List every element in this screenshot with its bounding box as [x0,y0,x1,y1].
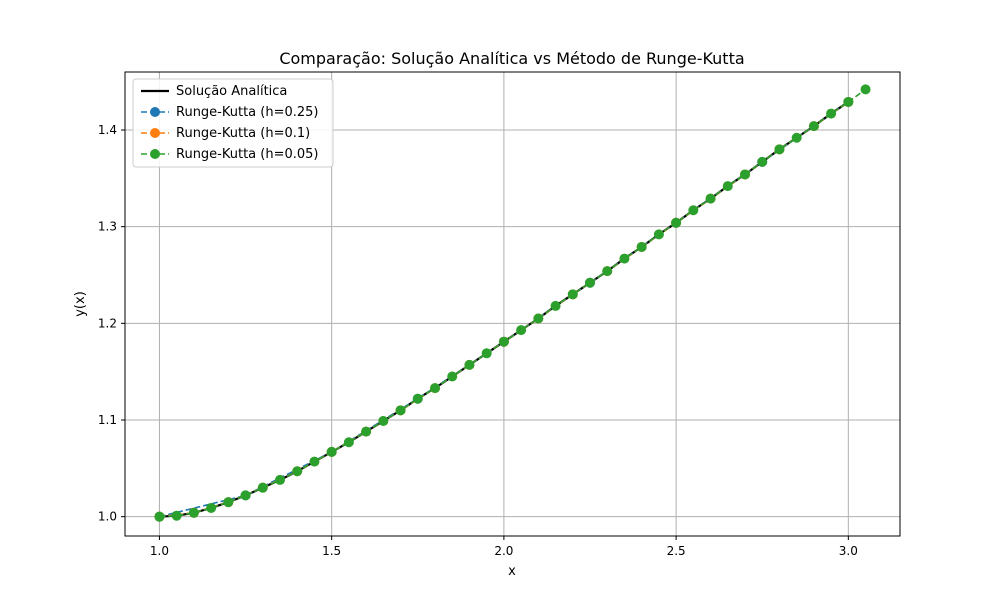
series-point-3 [309,456,320,467]
series-point-3 [860,84,871,95]
y-tick-label: 1.4 [98,123,117,137]
series-point-3 [378,415,389,426]
grid-layer [125,72,900,536]
series-point-3 [757,156,768,167]
series-point-3 [705,193,716,204]
legend-label-2: Runge-Kutta (h=0.1) [176,126,310,141]
tick-layer: 1.0 1.5 2.0 2.5 3.0 1.0 1.1 1.2 1.3 1.4 [98,123,858,558]
legend-label-0: Solução Analítica [176,84,287,99]
series-point-3 [740,169,750,180]
series-point-3 [774,144,785,155]
series-point-3 [395,405,406,416]
series-point-3 [516,325,527,336]
series-point-3 [412,393,423,404]
x-tick-label: 2.0 [494,544,513,558]
plot-frame [124,71,901,537]
series-point-3 [361,426,372,437]
y-tick-label: 1.1 [98,413,117,427]
y-tick-label: 1.2 [98,316,117,330]
series-point-3 [326,446,337,457]
series-point-3 [240,490,251,501]
x-tick-label: 1.5 [322,544,341,558]
series-point-3 [430,383,440,394]
series-point-3 [464,359,475,370]
x-tick-label: 3.0 [839,544,858,558]
series-point-3 [275,474,285,485]
y-tick-label: 1.0 [98,510,117,524]
series-point-3 [533,313,544,324]
series-point-3 [808,121,819,132]
series-point-3 [292,466,303,477]
series-point-3 [722,181,733,192]
series-point-3 [585,277,595,288]
legend-marker-1 [150,107,160,117]
series-point-3 [653,229,664,240]
series-point-3 [447,371,458,382]
series-point-3 [843,96,854,107]
series-layer [154,84,871,522]
x-tick-label: 2.5 [667,544,686,558]
series-point-3 [671,217,682,228]
x-tick-label: 1.0 [150,544,169,558]
legend-label-3: Runge-Kutta (h=0.05) [176,147,319,162]
series-point-3 [688,205,699,216]
series-point-3 [826,108,837,119]
series-point-3 [343,437,354,448]
series-point-3 [223,497,234,508]
series-point-3 [567,289,578,300]
legend-marker-2 [150,128,160,138]
series-point-3 [791,132,802,143]
x-axis-label: x [508,564,516,579]
series-point-3 [188,507,199,518]
legend-label-1: Runge-Kutta (h=0.25) [176,105,319,120]
series-point-3 [481,348,492,359]
series-point-3 [257,482,268,493]
legend-marker-3 [150,149,160,159]
series-point-3 [550,300,561,311]
legend: Solução Analítica Runge-Kutta (h=0.25) Run… [132,78,334,168]
chart-title: Comparação: Solução Analítica vs Método … [279,49,744,68]
series-point-3 [636,241,647,252]
series-point-3 [154,511,165,522]
y-tick-label: 1.3 [98,220,117,234]
series-point-3 [498,336,509,347]
legend-box [132,78,334,168]
series-point-3 [602,266,613,277]
series-point-3 [206,502,217,513]
series-point-3 [171,510,182,521]
y-axis-label: y(x) [73,291,88,317]
series-point-3 [619,253,630,264]
